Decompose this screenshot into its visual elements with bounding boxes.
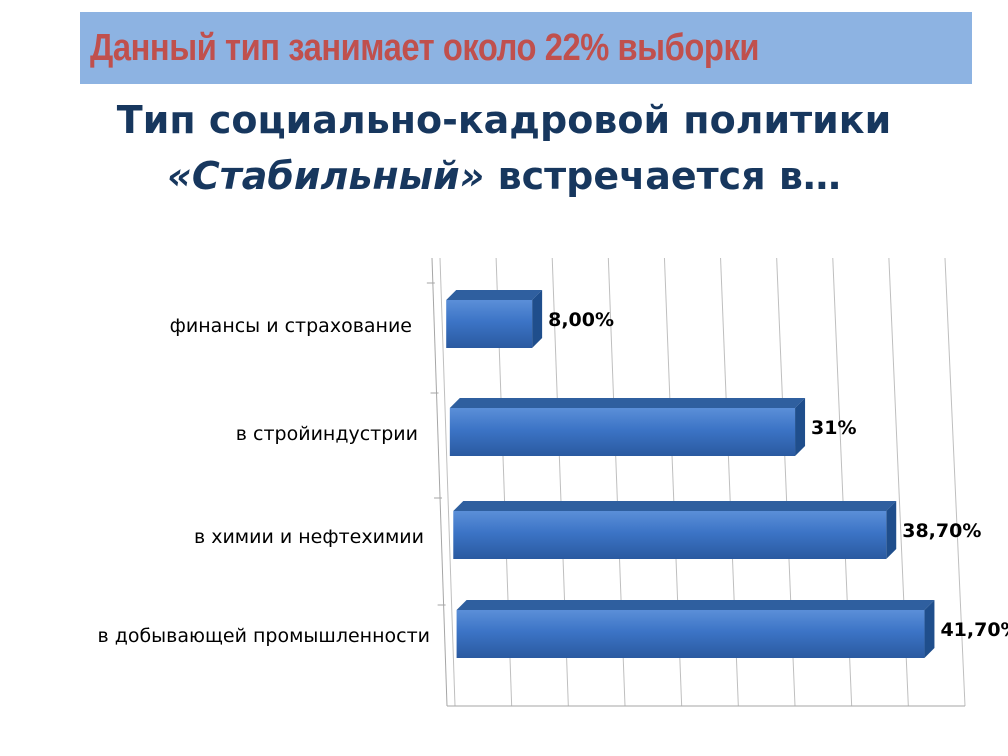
title-line-2: «Стабильный» встречается в… bbox=[0, 148, 1008, 204]
slide-title: Тип социально-кадровой политики «Стабиль… bbox=[0, 92, 1008, 204]
bar bbox=[453, 511, 887, 559]
title-line-1: Тип социально-кадровой политики bbox=[116, 98, 892, 142]
title-italic-part: «Стабильный» bbox=[167, 154, 485, 198]
bar-top-face bbox=[456, 600, 935, 610]
category-label: в химии и нефтехимии bbox=[194, 526, 424, 548]
bar-top-face bbox=[449, 398, 806, 408]
data-label: 38,70% bbox=[902, 520, 981, 542]
data-label: 31% bbox=[811, 417, 856, 439]
bar-side-face bbox=[886, 501, 897, 559]
y-axis-line bbox=[431, 257, 448, 707]
bar-side-face bbox=[924, 600, 935, 658]
title-rest-part: встречается в… bbox=[484, 154, 841, 198]
category-label: в стройиндустрии bbox=[236, 423, 418, 445]
data-label: 8,00% bbox=[548, 309, 614, 331]
header-banner: Данный тип занимает около 22% выборки bbox=[80, 12, 972, 84]
banner-text: Данный тип занимает около 22% выборки bbox=[90, 27, 760, 69]
category-label: финансы и страхование bbox=[170, 315, 412, 337]
bar bbox=[449, 408, 796, 456]
bar-top-face bbox=[446, 290, 543, 300]
bar-side-face bbox=[532, 290, 543, 348]
bar-side-face bbox=[795, 398, 806, 456]
gridline bbox=[944, 257, 966, 707]
bar bbox=[456, 610, 925, 658]
category-label: в добывающей промышленности bbox=[97, 625, 430, 647]
gridline bbox=[439, 257, 456, 707]
data-label: 41,70% bbox=[940, 619, 1008, 641]
bar bbox=[446, 300, 533, 348]
bar-top-face bbox=[453, 501, 897, 511]
